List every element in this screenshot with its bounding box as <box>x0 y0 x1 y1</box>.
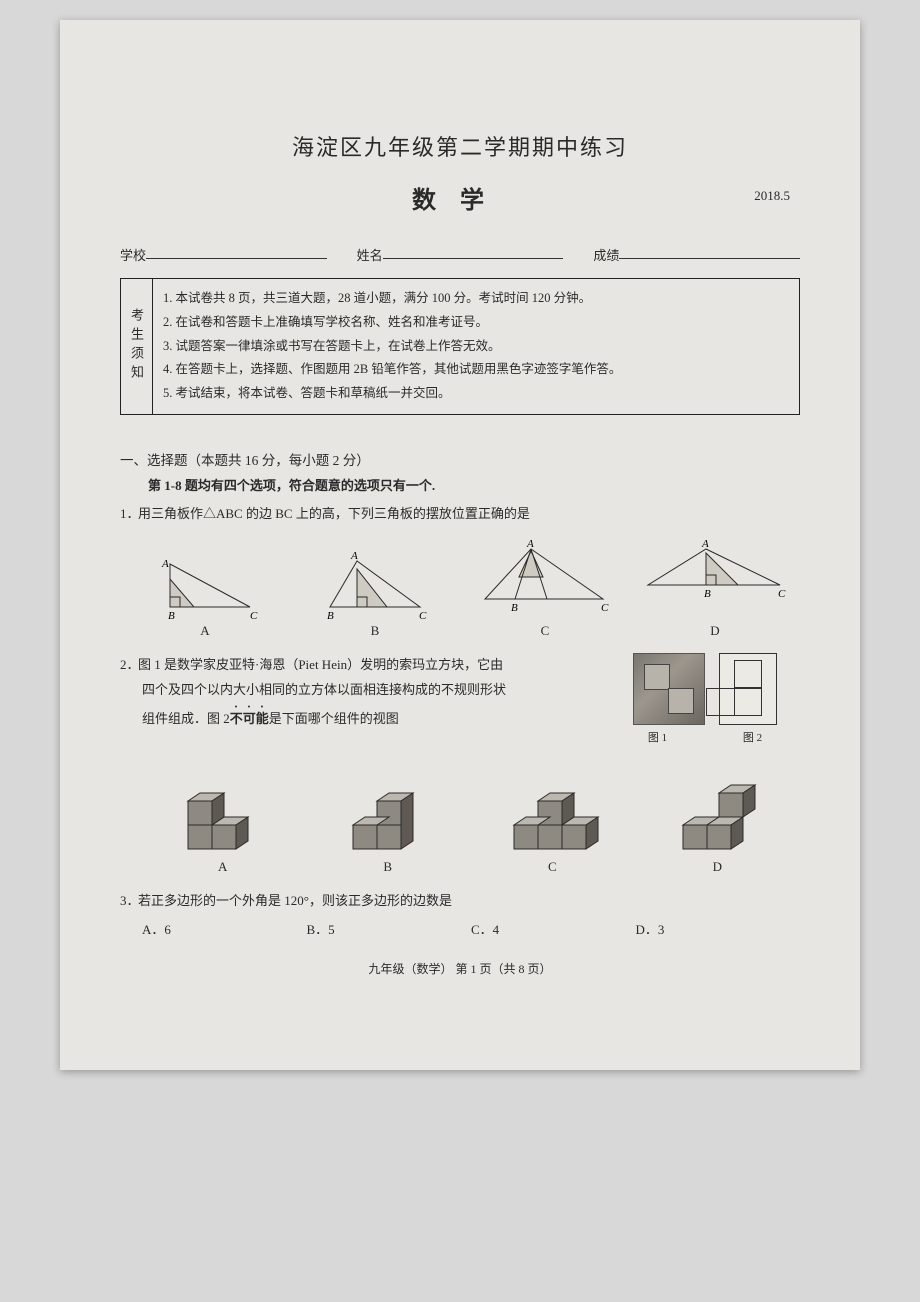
question-3: 3．若正多边形的一个外角是 120°，则该正多边形的边数是 <box>120 889 800 912</box>
section-1-head: 一、选择题（本题共 16 分，每小题 2 分） <box>120 449 800 469</box>
svg-text:C: C <box>419 610 427 619</box>
notice-item: 2. 在试卷和答题卡上准确填写学校名称、姓名和准考证号。 <box>163 311 789 335</box>
notice-list: 1. 本试卷共 8 页，共三道大题，28 道小题，满分 100 分。考试时间 1… <box>153 279 799 414</box>
q2-figures: 图 1 图 2 <box>610 653 800 745</box>
fig1-caption: 图 1 <box>648 729 667 745</box>
notice-item: 5. 考试结束，将本试卷、答题卡和草稿纸一并交回。 <box>163 382 789 406</box>
exam-page: 海淀区九年级第二学期期中练习 数学 2018.5 学校 姓名 成绩 考生须知 1… <box>60 20 860 1070</box>
svg-text:B: B <box>704 588 711 600</box>
exam-date: 2018.5 <box>754 188 790 204</box>
svg-text:B: B <box>327 610 334 619</box>
svg-text:C: C <box>778 588 786 600</box>
notice-item: 1. 本试卷共 8 页，共三道大题，28 道小题，满分 100 分。考试时间 1… <box>163 287 789 311</box>
section-1-sub: 第 1-8 题均有四个选项，符合题意的选项只有一个. <box>148 475 800 494</box>
cube-piece-a-icon <box>168 765 278 855</box>
q3-opt-c: C．4 <box>471 919 636 938</box>
q1-diagrams: A B C A A B C B A B <box>120 539 800 639</box>
q3-opt-d: D．3 <box>636 919 801 938</box>
soma-cube-photo-icon <box>633 653 705 725</box>
opt-label: B <box>290 623 460 639</box>
svg-text:A: A <box>526 539 534 550</box>
fill-blanks-row: 学校 姓名 成绩 <box>120 245 800 264</box>
opt-label: D <box>713 859 722 875</box>
q3-options: A．6 B．5 C．4 D．3 <box>142 919 800 938</box>
notice-box: 考生须知 1. 本试卷共 8 页，共三道大题，28 道小题，满分 100 分。考… <box>120 278 800 415</box>
q1-opt-b: A B C B <box>290 539 460 639</box>
q2-num: 2． <box>120 653 138 678</box>
svg-text:B: B <box>168 610 175 619</box>
notice-item: 3. 试题答案一律填涂或书写在答题卡上，在试卷上作答无效。 <box>163 335 789 359</box>
cube-piece-b-icon <box>333 765 443 855</box>
q3-opt-b: B．5 <box>307 919 472 938</box>
svg-text:A: A <box>350 550 358 562</box>
triangle-diagram-c-icon: A B C <box>475 539 615 619</box>
svg-text:C: C <box>250 610 258 619</box>
svg-text:C: C <box>601 602 609 614</box>
score-label: 成绩 <box>593 245 619 264</box>
emphasis-text: 不可能 <box>230 711 269 726</box>
notice-item: 4. 在答题卡上，选择题、作图题用 2B 铅笔作答，其他试题用黑色字迹签字笔作答… <box>163 358 789 382</box>
name-label: 姓名 <box>357 245 383 264</box>
fig2-caption: 图 2 <box>743 729 762 745</box>
q2-options-row <box>140 765 800 855</box>
q1-text: 用三角板作△ABC 的边 BC 上的高，下列三角板的摆放位置正确的是 <box>138 506 530 521</box>
q1-opt-a: A B C A <box>120 539 290 639</box>
opt-label: C <box>548 859 557 875</box>
main-title: 海淀区九年级第二学期期中练习 <box>120 130 800 162</box>
svg-text:A: A <box>701 539 709 550</box>
school-blank[interactable] <box>146 245 327 259</box>
score-blank[interactable] <box>619 245 800 259</box>
subject: 数学 <box>412 188 508 214</box>
q1-num: 1． <box>120 502 138 525</box>
opt-label: A <box>120 623 290 639</box>
opt-label: D <box>630 623 800 639</box>
q1-opt-d: A B C D <box>630 539 800 639</box>
question-2: 2．图 1 是数学家皮亚特·海恩（Piet Hein）发明的索玛立方块，它由 四… <box>120 653 800 745</box>
q1-opt-c: A B C C <box>460 539 630 639</box>
opt-label: C <box>460 623 630 639</box>
cube-piece-c-icon <box>498 765 608 855</box>
figure-2-icon <box>719 653 777 725</box>
triangle-diagram-a-icon: A B C <box>150 539 260 619</box>
q2-option-labels: A B C D <box>140 859 800 875</box>
question-1: 1．用三角板作△ABC 的边 BC 上的高，下列三角板的摆放位置正确的是 <box>120 502 800 525</box>
subject-row: 数学 2018.5 <box>120 180 800 215</box>
notice-side-label: 考生须知 <box>121 279 153 414</box>
cube-piece-d-icon <box>663 765 773 855</box>
triangle-diagram-b-icon: A B C <box>315 539 435 619</box>
svg-text:B: B <box>511 602 518 614</box>
q2-text: 2．图 1 是数学家皮亚特·海恩（Piet Hein）发明的索玛立方块，它由 四… <box>120 653 610 745</box>
q3-text: 若正多边形的一个外角是 120°，则该正多边形的边数是 <box>138 893 452 908</box>
opt-label: A <box>218 859 227 875</box>
q3-num: 3． <box>120 889 138 912</box>
q3-opt-a: A．6 <box>142 919 307 938</box>
triangle-diagram-d-icon: A B C <box>640 539 790 619</box>
opt-label: B <box>383 859 392 875</box>
school-label: 学校 <box>120 245 146 264</box>
page-footer: 九年级（数学） 第 1 页（共 8 页） <box>120 960 800 977</box>
name-blank[interactable] <box>383 245 564 259</box>
svg-text:A: A <box>161 558 169 570</box>
